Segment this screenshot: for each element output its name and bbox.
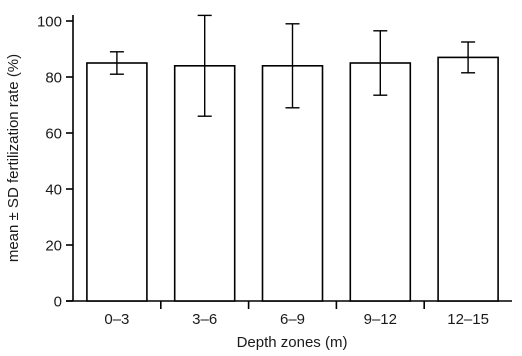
x-axis-title: Depth zones (m) xyxy=(237,334,348,351)
y-tick-label: 80 xyxy=(45,70,62,87)
x-tick-label: 9–12 xyxy=(364,311,397,328)
y-tick-label: 0 xyxy=(54,294,62,311)
plot-area: 0 20 40 60 80 100 0–3 3–6 6–9 9–12 12–15 xyxy=(37,14,512,328)
bar xyxy=(437,56,499,302)
y-tick-label: 40 xyxy=(45,182,62,199)
bar xyxy=(86,62,148,302)
x-tick-label: 12–15 xyxy=(447,311,489,328)
y-axis-title: mean ± SD fertilization rate (%) xyxy=(5,54,22,262)
x-tick-label: 0–3 xyxy=(104,311,129,328)
x-tick-label: 3–6 xyxy=(192,311,217,328)
y-tick-label: 20 xyxy=(45,238,62,255)
bar xyxy=(349,62,412,302)
y-tick-label: 60 xyxy=(45,126,62,143)
y-tick-label: 100 xyxy=(37,14,62,31)
x-tick-label: 6–9 xyxy=(280,311,305,328)
